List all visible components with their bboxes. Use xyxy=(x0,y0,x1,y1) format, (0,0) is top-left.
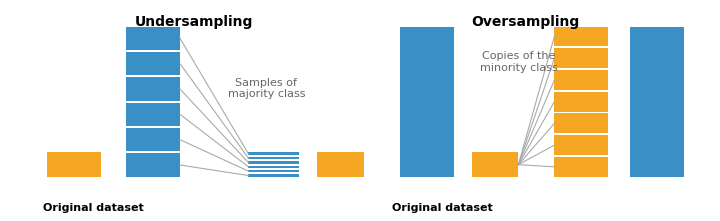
Bar xyxy=(554,92,608,112)
Bar xyxy=(554,157,608,177)
Bar xyxy=(126,128,180,151)
Bar xyxy=(248,161,299,164)
Bar xyxy=(248,152,299,155)
Bar xyxy=(554,135,608,155)
Bar xyxy=(47,152,101,177)
Bar xyxy=(126,52,180,75)
Text: Undersampling: Undersampling xyxy=(135,15,253,29)
Text: Copies of the
minority class: Copies of the minority class xyxy=(480,51,557,73)
Bar xyxy=(317,152,364,177)
Bar xyxy=(248,174,299,177)
Bar xyxy=(126,27,180,50)
Bar xyxy=(554,113,608,133)
Text: Oversampling: Oversampling xyxy=(472,15,580,29)
Bar xyxy=(554,70,608,90)
Bar xyxy=(554,27,608,46)
Bar xyxy=(126,153,180,177)
Text: Samples of
majority class: Samples of majority class xyxy=(228,78,305,99)
Text: Original dataset: Original dataset xyxy=(392,203,493,213)
Bar xyxy=(126,77,180,101)
Bar xyxy=(248,157,299,159)
Bar xyxy=(248,166,299,168)
Text: Original dataset: Original dataset xyxy=(43,203,144,213)
Bar xyxy=(248,170,299,172)
Bar xyxy=(126,103,180,126)
Bar xyxy=(630,27,684,177)
Bar xyxy=(554,48,608,68)
Bar xyxy=(472,152,518,177)
Bar xyxy=(400,27,454,177)
